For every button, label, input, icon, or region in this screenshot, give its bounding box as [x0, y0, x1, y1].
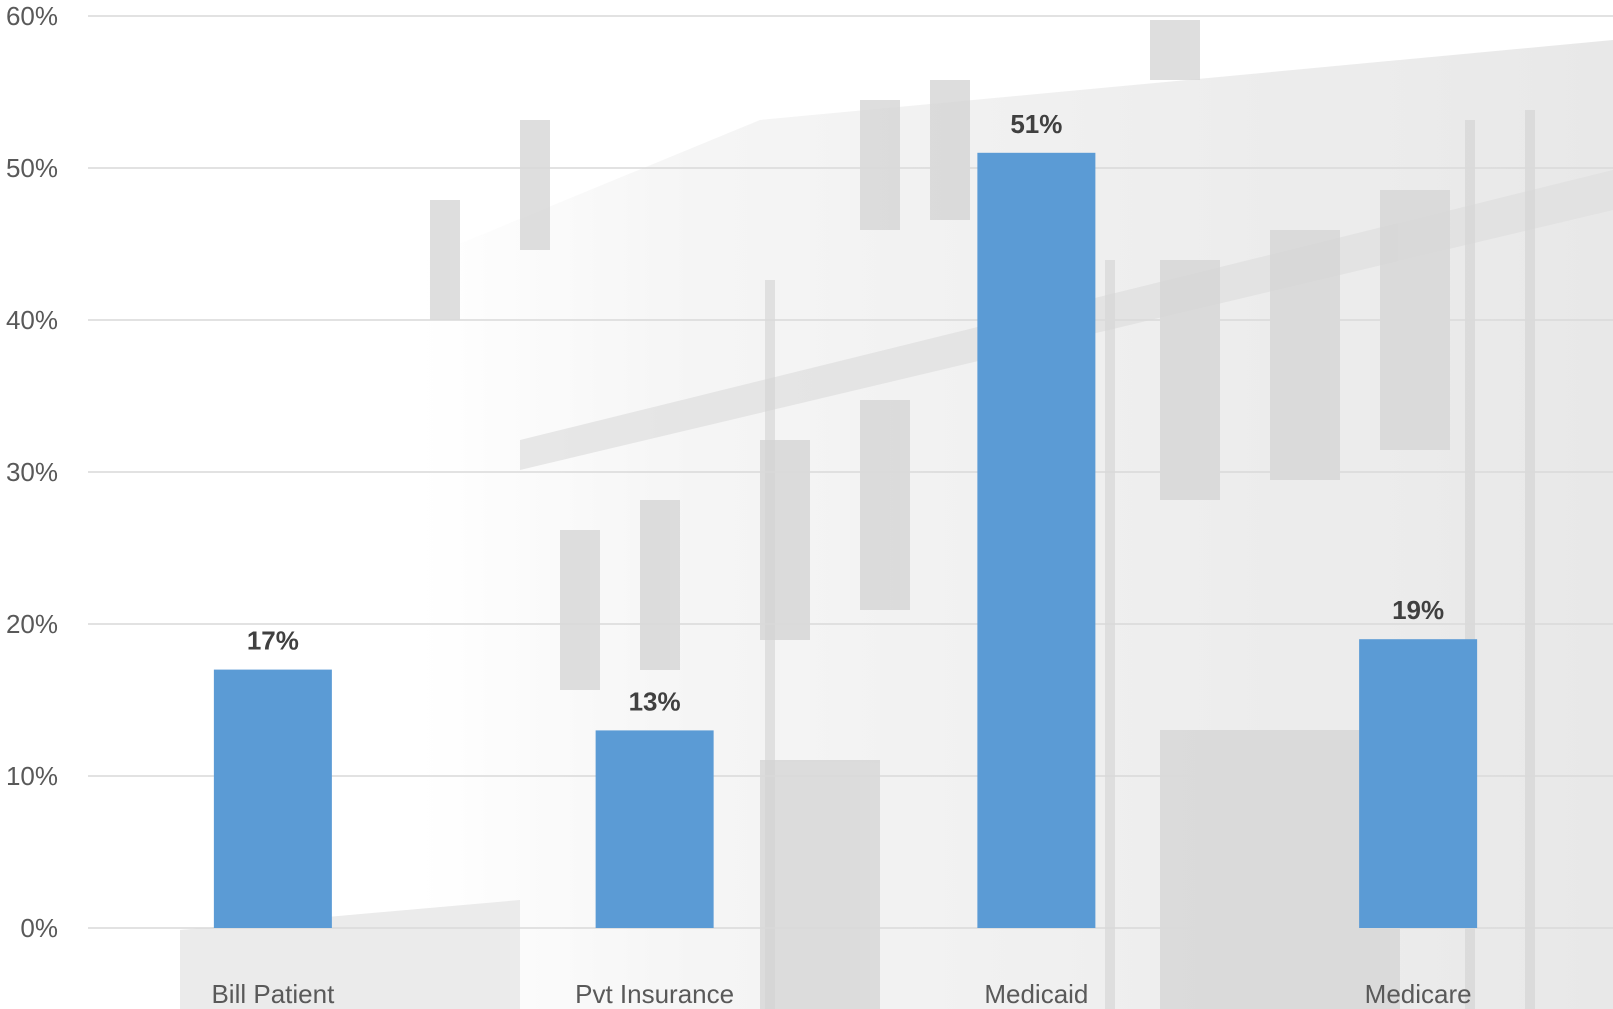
y-axis-tick-labels: 0% 10% 20% 30% 40% 50% 60%: [6, 1, 58, 943]
x-category-label: Medicare: [1365, 979, 1472, 1009]
data-labels: 17% 13% 51% 19%: [247, 109, 1444, 717]
bars: [213, 152, 1478, 929]
y-gridlines: [88, 15, 1613, 929]
y-tick-label: 60%: [6, 1, 58, 31]
x-axis-category-labels: Bill Patient Pvt Insurance Medicaid Medicar…: [211, 979, 1471, 1009]
bar: [1359, 639, 1478, 928]
bar: [977, 152, 1096, 929]
x-category-label: Bill Patient: [211, 979, 335, 1009]
y-tick-label: 40%: [6, 305, 58, 335]
bar: [595, 730, 714, 928]
y-tick-label: 30%: [6, 457, 58, 487]
x-category-label: Medicaid: [984, 979, 1088, 1009]
data-label: 19%: [1392, 595, 1444, 625]
bar: [213, 669, 332, 928]
y-tick-label: 10%: [6, 761, 58, 791]
x-category-label: Pvt Insurance: [575, 979, 734, 1009]
y-tick-label: 20%: [6, 609, 58, 639]
data-label: 13%: [629, 686, 681, 716]
y-tick-label: 0%: [20, 913, 58, 943]
data-label: 17%: [247, 626, 299, 656]
data-label: 51%: [1010, 109, 1062, 139]
y-tick-label: 50%: [6, 153, 58, 183]
